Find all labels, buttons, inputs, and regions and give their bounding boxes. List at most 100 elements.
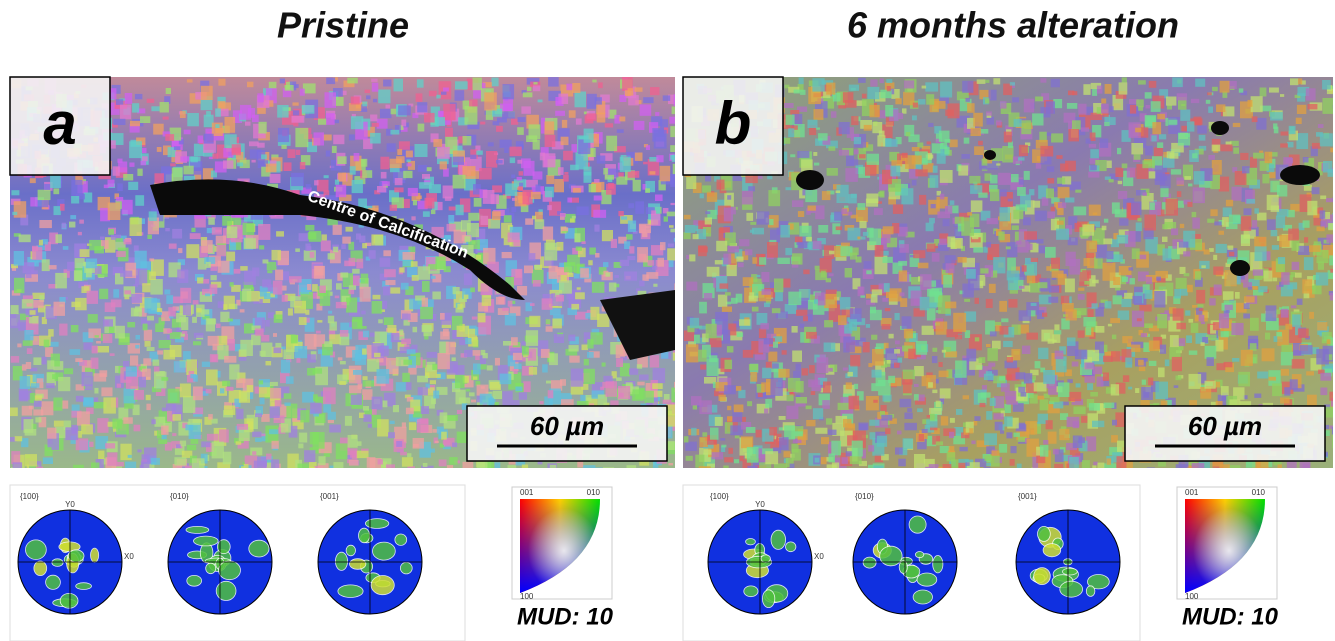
grain bbox=[901, 188, 913, 204]
grain bbox=[673, 164, 682, 175]
grain bbox=[787, 394, 794, 401]
grain bbox=[274, 315, 283, 323]
grain bbox=[931, 204, 936, 208]
grain bbox=[986, 344, 991, 347]
grain bbox=[67, 262, 74, 271]
grain bbox=[504, 215, 512, 222]
grain bbox=[236, 409, 243, 419]
grain bbox=[1170, 335, 1179, 347]
grain bbox=[746, 213, 753, 221]
grain bbox=[932, 253, 940, 262]
grain bbox=[1316, 272, 1328, 285]
grain bbox=[299, 317, 307, 325]
grain bbox=[885, 428, 890, 434]
grain bbox=[603, 376, 612, 382]
grain bbox=[511, 207, 516, 212]
grain bbox=[1253, 153, 1264, 159]
grain bbox=[441, 432, 447, 440]
grain bbox=[1191, 323, 1199, 333]
grain bbox=[1062, 303, 1074, 312]
grain bbox=[1281, 369, 1289, 376]
figure: PristineCentre of Calcificationa60 µm{10… bbox=[0, 0, 1335, 641]
grain bbox=[1000, 101, 1007, 108]
grain bbox=[1008, 277, 1018, 290]
grain bbox=[236, 378, 245, 388]
grain bbox=[329, 425, 341, 433]
grain bbox=[1156, 277, 1161, 281]
grain bbox=[367, 457, 376, 468]
grain bbox=[840, 297, 851, 310]
grain bbox=[425, 198, 435, 209]
grain bbox=[423, 325, 432, 336]
grain bbox=[691, 428, 697, 436]
grain bbox=[272, 441, 279, 449]
grain bbox=[193, 375, 198, 382]
grain bbox=[890, 166, 900, 177]
grain bbox=[380, 157, 389, 170]
axis-label: X0 bbox=[124, 552, 134, 561]
grain bbox=[645, 391, 654, 403]
grain bbox=[1141, 333, 1147, 337]
grain bbox=[1086, 253, 1094, 258]
grain bbox=[643, 97, 653, 103]
grain bbox=[712, 452, 724, 459]
grain bbox=[157, 147, 162, 152]
grain bbox=[62, 401, 68, 409]
grain bbox=[1053, 401, 1063, 408]
grain bbox=[436, 95, 440, 99]
grain bbox=[585, 313, 591, 319]
grain bbox=[508, 233, 520, 243]
grain bbox=[150, 279, 162, 295]
grain bbox=[1252, 116, 1258, 122]
grain bbox=[319, 286, 326, 293]
grain bbox=[1290, 78, 1298, 85]
grain bbox=[857, 203, 865, 210]
grain bbox=[651, 214, 661, 226]
grain bbox=[1084, 281, 1090, 285]
grain bbox=[288, 149, 296, 158]
grain bbox=[275, 270, 283, 281]
grain bbox=[341, 244, 346, 249]
grain bbox=[1058, 382, 1070, 397]
grain bbox=[815, 458, 820, 463]
grain bbox=[929, 303, 937, 309]
grain bbox=[1103, 373, 1109, 382]
grain bbox=[439, 460, 447, 467]
grain bbox=[1100, 139, 1109, 148]
grain bbox=[937, 212, 950, 219]
grain bbox=[1195, 271, 1201, 280]
grain bbox=[23, 340, 33, 346]
grain bbox=[792, 200, 803, 207]
grain bbox=[628, 203, 634, 208]
grain bbox=[839, 122, 850, 134]
grain bbox=[1151, 135, 1156, 141]
grain bbox=[639, 224, 651, 233]
grain bbox=[216, 245, 226, 256]
grain bbox=[1073, 406, 1085, 414]
grain bbox=[597, 113, 606, 123]
grain bbox=[340, 330, 349, 337]
grain bbox=[11, 190, 19, 195]
grain bbox=[153, 360, 160, 366]
grain bbox=[1154, 291, 1165, 308]
density-blob bbox=[359, 528, 370, 543]
grain bbox=[1051, 79, 1060, 88]
grain bbox=[298, 444, 303, 449]
grain bbox=[595, 253, 599, 258]
grain bbox=[20, 376, 31, 389]
grain bbox=[577, 207, 589, 216]
grain bbox=[719, 227, 730, 233]
grain bbox=[1325, 430, 1329, 436]
grain bbox=[180, 384, 191, 398]
grain bbox=[1309, 245, 1321, 252]
grain bbox=[112, 419, 122, 429]
grain bbox=[305, 225, 314, 231]
grain bbox=[570, 165, 579, 171]
grain bbox=[1180, 110, 1190, 121]
grain bbox=[187, 79, 193, 82]
grain bbox=[1095, 326, 1104, 333]
grain bbox=[23, 262, 35, 273]
grain bbox=[402, 373, 410, 382]
grain bbox=[496, 160, 503, 164]
grain bbox=[660, 119, 668, 128]
